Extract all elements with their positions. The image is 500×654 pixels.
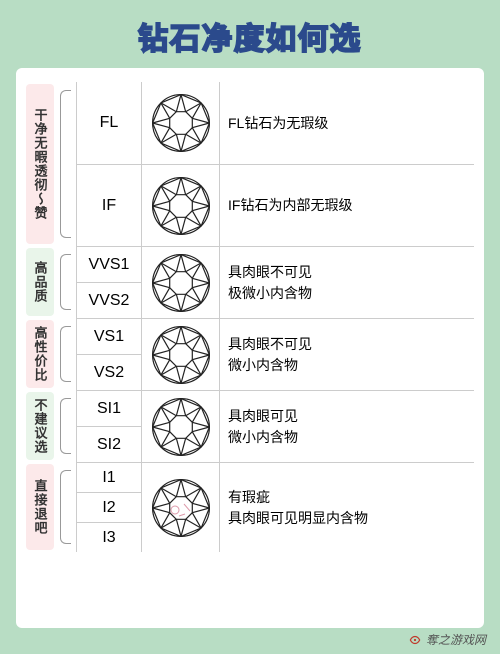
diamond-icon — [152, 326, 210, 384]
rows: I1I2I3 有瑕疵具肉眼可见明显内含物 — [76, 462, 474, 552]
grade-row: VS1VS2 具肉眼不可见微小内含物 — [76, 318, 474, 390]
grade-cells: IF — [76, 165, 142, 246]
description-line: 微小内含物 — [228, 355, 466, 376]
diamond-icon — [152, 94, 210, 152]
diamond-icon — [152, 479, 210, 537]
grade-code: VS1 — [77, 319, 141, 354]
category-label: 高性价比 — [26, 320, 54, 388]
rows: VS1VS2 具肉眼不可见微小内含物 — [76, 318, 474, 390]
description: 具肉眼不可见极微小内含物 — [220, 247, 474, 318]
grade-cells: FL — [76, 82, 142, 164]
grade-code: VVS1 — [77, 247, 141, 282]
description-line: FL钻石为无瑕级 — [228, 113, 466, 134]
description-line: 极微小内含物 — [228, 283, 466, 304]
description-line: 具肉眼不可见 — [228, 334, 466, 355]
description-line: 具肉眼可见明显内含物 — [228, 508, 466, 529]
page: 钻石净度如何选 干净无暇透彻～赞FL FL钻石为无瑕级IF IF钻石为内部无瑕级… — [0, 0, 500, 654]
diamond-cell — [142, 247, 220, 318]
grade-code: VVS2 — [77, 282, 141, 318]
grade-code: SI2 — [77, 426, 141, 462]
grade-code: I1 — [77, 463, 141, 492]
brace — [58, 462, 76, 552]
category-block: 干净无暇透彻～赞FL FL钻石为无瑕级IF IF钻石为内部无瑕级 — [26, 82, 474, 246]
description: 具肉眼不可见微小内含物 — [220, 319, 474, 390]
grade-code: I3 — [77, 522, 141, 552]
grade-row: IF IF钻石为内部无瑕级 — [76, 164, 474, 246]
grade-row: SI1SI2 具肉眼可见微小内含物 — [76, 390, 474, 462]
logo-icon — [408, 633, 422, 647]
diamond-icon — [152, 398, 210, 456]
description: IF钻石为内部无瑕级 — [220, 165, 474, 246]
footer-text: 奪之游戏网 — [426, 631, 486, 648]
brace — [58, 318, 76, 390]
grade-code: FL — [77, 82, 141, 164]
diamond-cell — [142, 391, 220, 462]
footer-watermark: 奪之游戏网 — [408, 631, 486, 648]
diamond-cell — [142, 463, 220, 552]
grade-cells: SI1SI2 — [76, 391, 142, 462]
diamond-cell — [142, 165, 220, 246]
description-line: 微小内含物 — [228, 427, 466, 448]
grade-code: IF — [77, 165, 141, 246]
page-title: 钻石净度如何选 — [0, 0, 500, 68]
brace — [58, 246, 76, 318]
grade-code: SI1 — [77, 391, 141, 426]
brace — [58, 82, 76, 246]
diamond-cell — [142, 319, 220, 390]
category-label: 直接退吧 — [26, 464, 54, 550]
description-line: 具肉眼可见 — [228, 406, 466, 427]
description-line: 有瑕疵 — [228, 487, 466, 508]
grade-cells: VS1VS2 — [76, 319, 142, 390]
grade-cells: VVS1VVS2 — [76, 247, 142, 318]
description: 具肉眼可见微小内含物 — [220, 391, 474, 462]
card: 干净无暇透彻～赞FL FL钻石为无瑕级IF IF钻石为内部无瑕级高品质VVS1V… — [16, 68, 484, 628]
description: FL钻石为无瑕级 — [220, 82, 474, 164]
grade-cells: I1I2I3 — [76, 463, 142, 552]
description-line: 具肉眼不可见 — [228, 262, 466, 283]
category-block: 不建议选 SI1SI2 具肉眼可见微小内含物 — [26, 390, 474, 462]
grade-row: FL FL钻石为无瑕级 — [76, 82, 474, 164]
diamond-icon — [152, 177, 210, 235]
rows: VVS1VVS2 具肉眼不可见极微小内含物 — [76, 246, 474, 318]
category-label: 不建议选 — [26, 392, 54, 460]
diamond-cell — [142, 82, 220, 164]
description: 有瑕疵具肉眼可见明显内含物 — [220, 463, 474, 552]
category-label: 高品质 — [26, 248, 54, 316]
diamond-icon — [152, 254, 210, 312]
grade-row: VVS1VVS2 具肉眼不可见极微小内含物 — [76, 246, 474, 318]
rows: SI1SI2 具肉眼可见微小内含物 — [76, 390, 474, 462]
category-label: 干净无暇透彻～赞 — [26, 84, 54, 244]
category-block: 直接退吧 I1I2I3 有瑕疵具肉眼可见明显内含物 — [26, 462, 474, 552]
category-block: 高品质 VVS1VVS2 具肉眼不可见极微小内含物 — [26, 246, 474, 318]
grade-row: I1I2I3 有瑕疵具肉眼可见明显内含物 — [76, 462, 474, 552]
grade-code: VS2 — [77, 354, 141, 390]
category-block: 高性价比 VS1VS2 具肉眼不可见微小内含物 — [26, 318, 474, 390]
brace — [58, 390, 76, 462]
rows: FL FL钻石为无瑕级IF IF钻石为内部无瑕级 — [76, 82, 474, 246]
grade-code: I2 — [77, 492, 141, 522]
description-line: IF钻石为内部无瑕级 — [228, 195, 466, 216]
clarity-table: 干净无暇透彻～赞FL FL钻石为无瑕级IF IF钻石为内部无瑕级高品质VVS1V… — [26, 82, 474, 552]
